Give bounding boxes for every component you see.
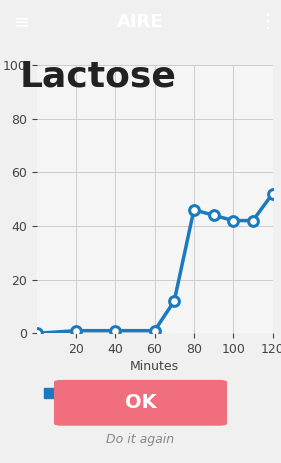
Text: AIRE: AIRE: [117, 13, 164, 31]
X-axis label: Minutes: Minutes: [130, 360, 179, 373]
Text: OK: OK: [125, 393, 156, 413]
Text: ⋮: ⋮: [257, 13, 277, 31]
Text: ≡: ≡: [14, 13, 31, 31]
Text: Do it again: Do it again: [106, 433, 175, 446]
Text: Lactose: Lactose: [20, 59, 176, 94]
FancyBboxPatch shape: [54, 380, 227, 426]
Legend: MAX: MAX: [40, 383, 94, 403]
